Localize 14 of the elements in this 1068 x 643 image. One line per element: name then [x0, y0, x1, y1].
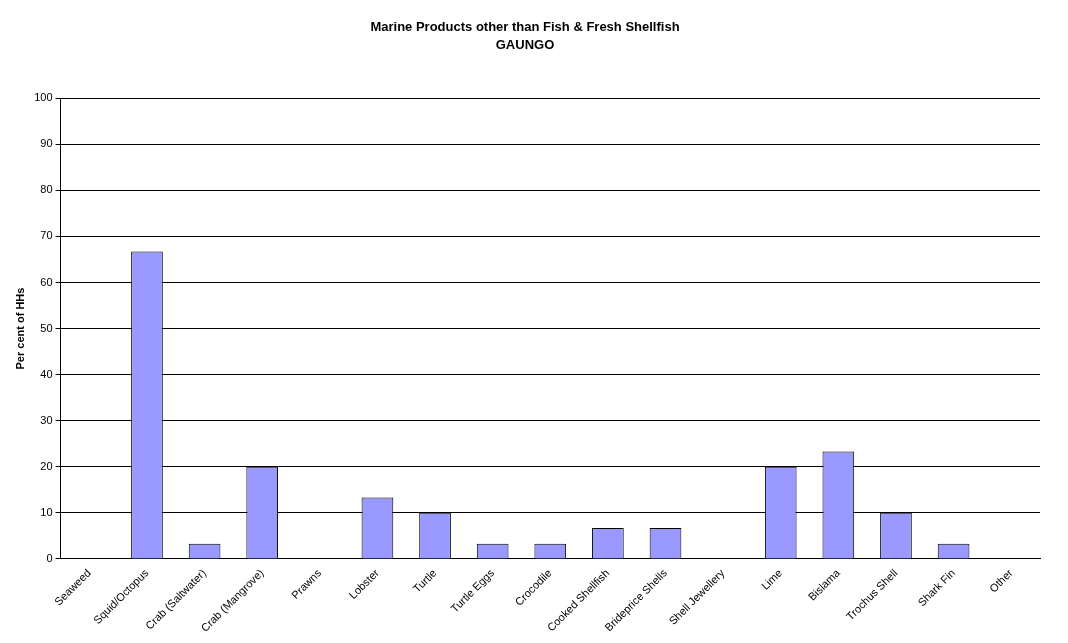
- y-tick-label: 20: [40, 459, 53, 472]
- y-tick-label: 70: [40, 229, 53, 242]
- y-tick-label: 90: [40, 137, 53, 150]
- y-tick-label: 100: [34, 91, 53, 104]
- y-tick-label: 80: [40, 183, 53, 196]
- y-tick-label: 10: [40, 505, 53, 518]
- y-tick-label: 60: [40, 275, 53, 288]
- y-axis-title: Per cent of HHs: [13, 287, 26, 370]
- chart-title: Marine Products other than Fish & Fresh Shellfish: [370, 19, 680, 35]
- y-tick-label: 50: [40, 321, 53, 334]
- chart-subtitle: GAUNGO: [495, 36, 555, 52]
- y-tick-label: 40: [40, 367, 53, 380]
- y-tick-label: 30: [40, 413, 53, 426]
- y-tick-label: 0: [46, 551, 53, 564]
